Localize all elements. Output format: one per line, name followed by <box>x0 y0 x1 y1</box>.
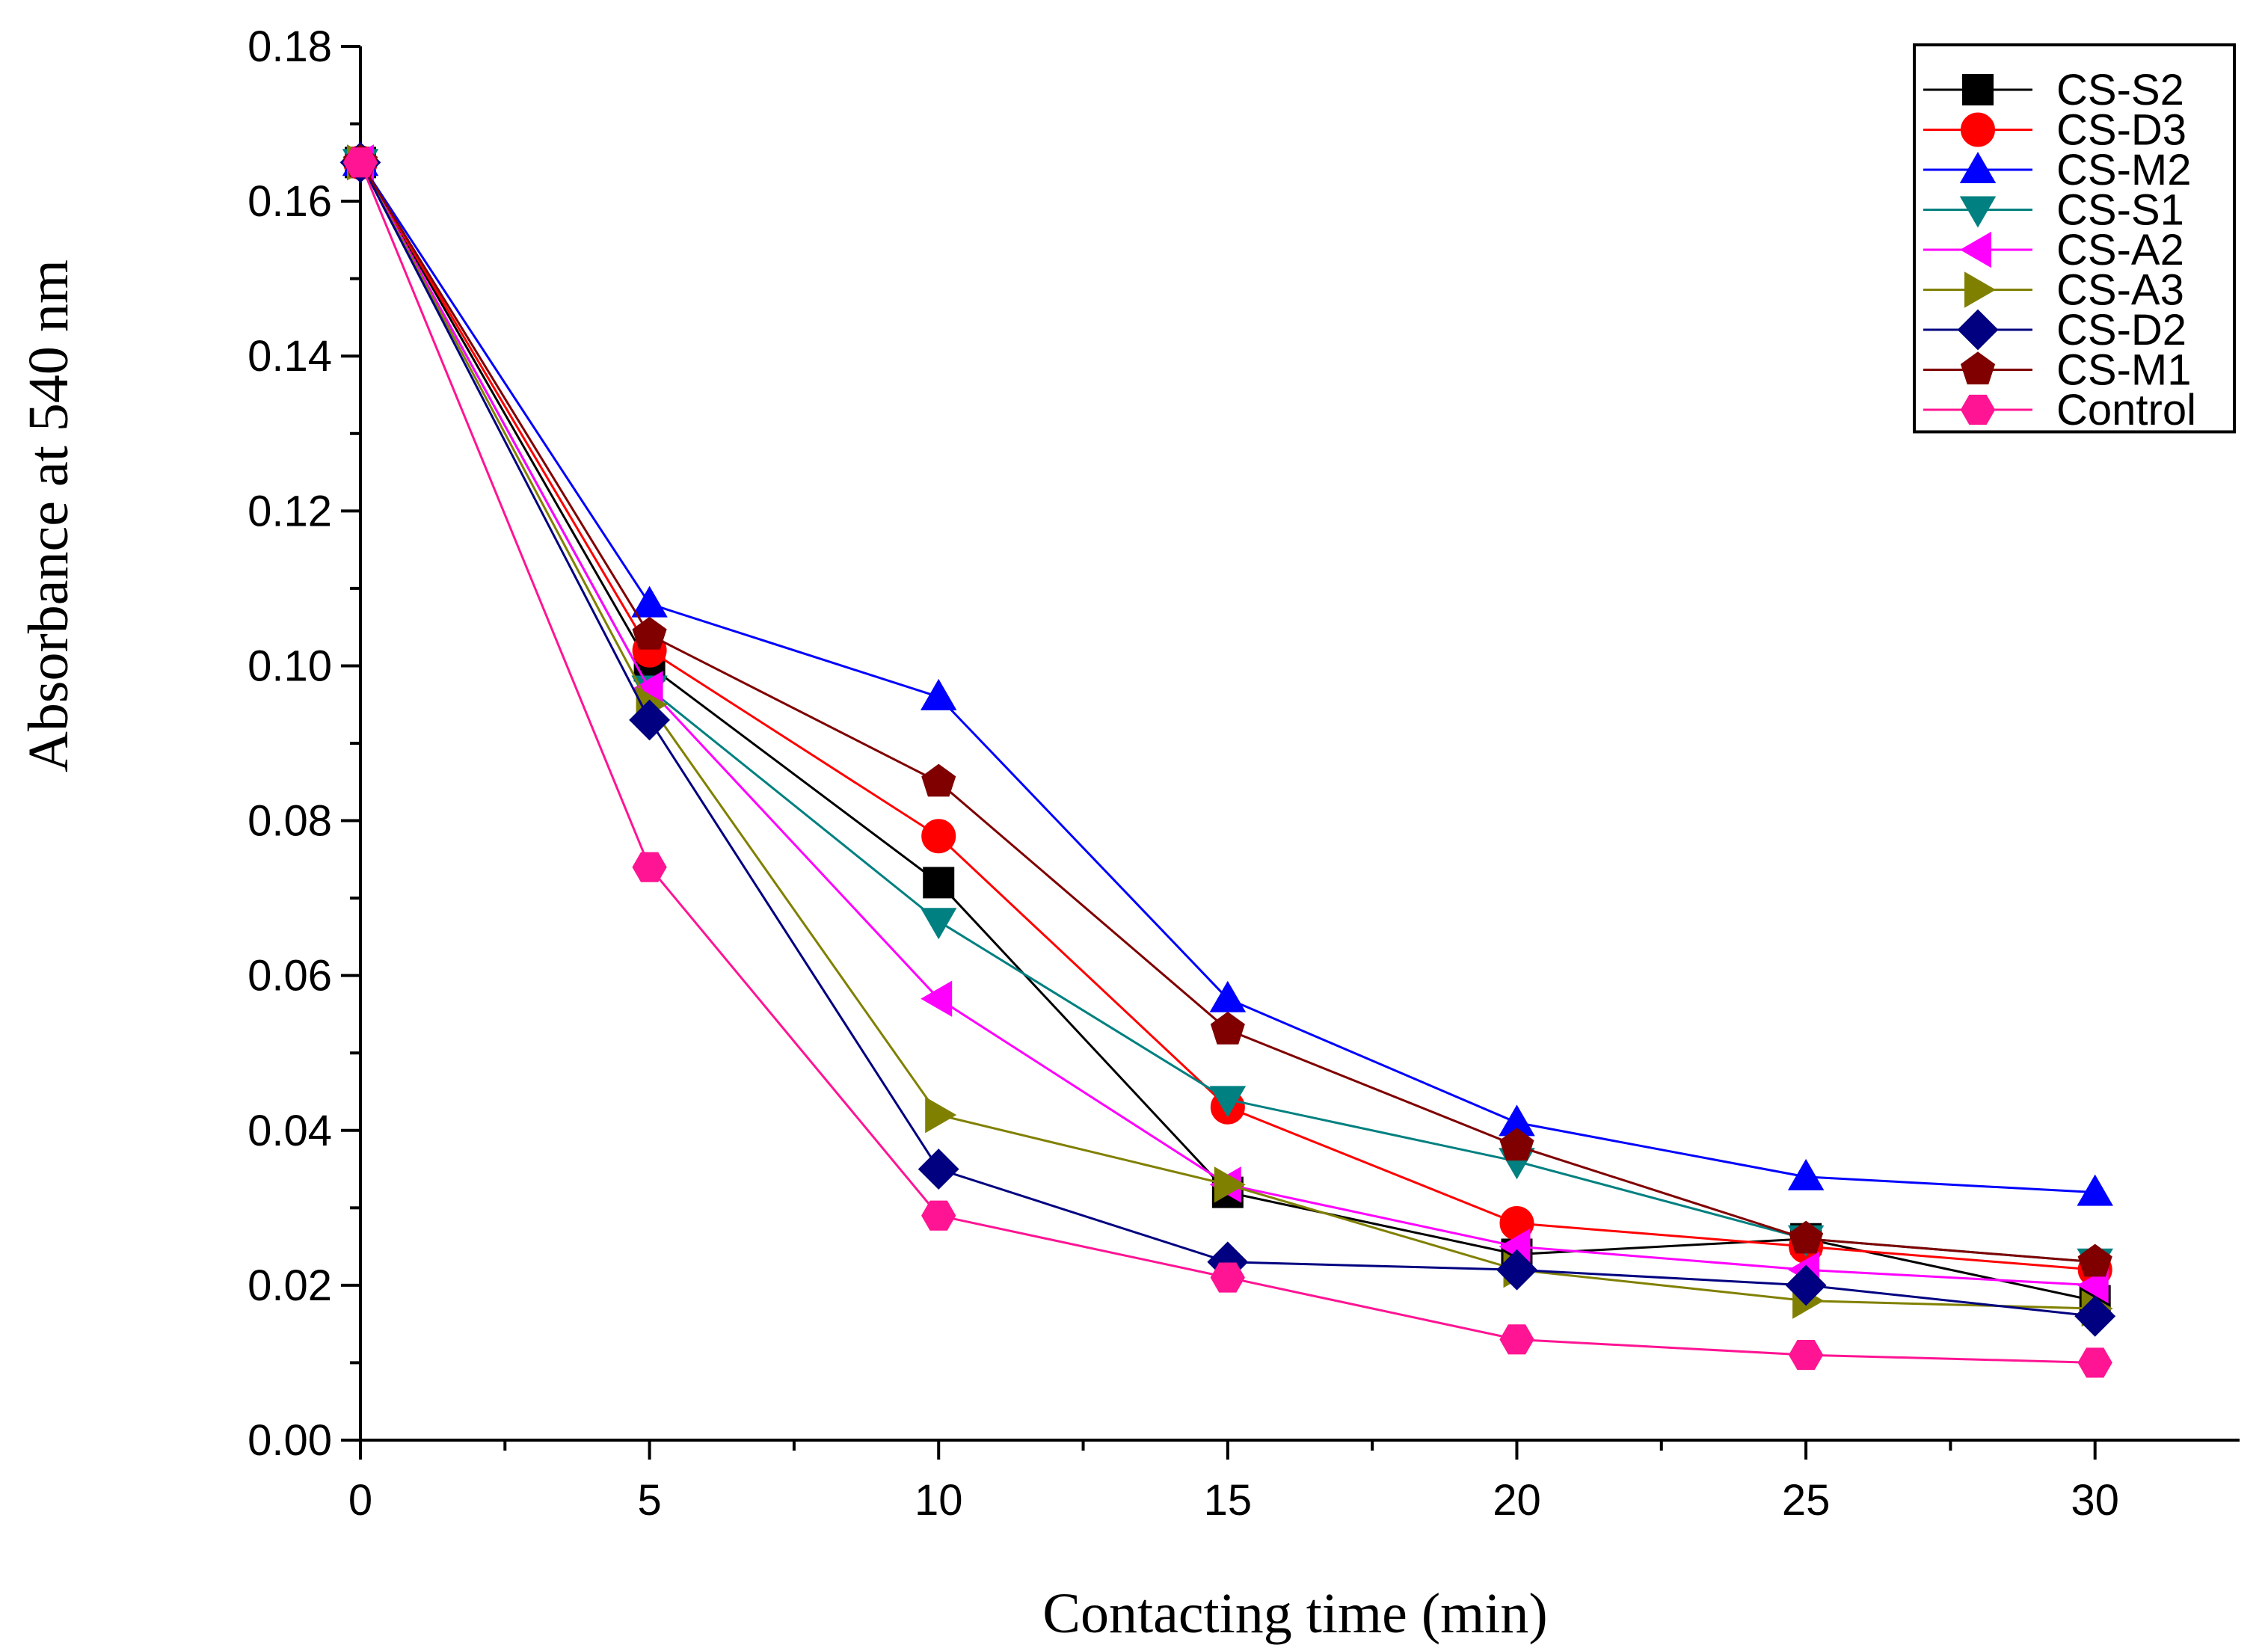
series-line <box>359 162 2095 1318</box>
series-cs-s1 <box>342 149 2113 1280</box>
data-point <box>1789 1220 1824 1254</box>
data-point <box>923 867 955 899</box>
legend-label: Control <box>2056 386 2196 434</box>
data-point <box>1499 1128 1534 1161</box>
legend-item: CS-M2 <box>1923 146 2191 194</box>
data-point <box>918 1149 959 1190</box>
data-point <box>1214 1166 1246 1203</box>
y-tick-label: 0.18 <box>248 22 332 71</box>
legend-marker <box>1959 231 1991 268</box>
x-tick-label: 15 <box>1204 1476 1253 1525</box>
legend-item: Control <box>1923 386 2196 434</box>
y-tick-label: 0.04 <box>248 1107 332 1155</box>
data-point <box>629 699 671 741</box>
x-tick-label: 30 <box>2071 1476 2119 1525</box>
legend-marker <box>1959 196 1997 228</box>
series-control <box>342 147 2112 1378</box>
legend-label: CS-S2 <box>2056 66 2184 114</box>
series-cs-d2 <box>339 141 2116 1337</box>
legend-marker <box>1959 151 1997 183</box>
y-tick-label: 0.16 <box>248 177 332 226</box>
data-point <box>632 852 667 882</box>
data-point <box>1210 1262 1245 1293</box>
data-point <box>921 980 953 1017</box>
legend-item: CS-M1 <box>1923 346 2191 395</box>
data-point <box>920 678 957 710</box>
series-group <box>339 141 2116 1378</box>
legend-marker <box>1960 394 1996 425</box>
legend-marker <box>1961 112 1995 147</box>
y-tick-label: 0.14 <box>248 332 332 381</box>
y-axis-title: Absorbance at 540 nm <box>17 259 80 772</box>
data-point <box>920 908 957 940</box>
data-point <box>1787 1158 1825 1190</box>
legend-item: CS-A2 <box>1923 226 2184 274</box>
data-point <box>342 147 378 178</box>
series-line <box>359 162 2096 1303</box>
data-point <box>1788 1340 1824 1371</box>
y-tick-label: 0.08 <box>248 797 332 846</box>
legend-label: CS-D2 <box>2056 306 2186 354</box>
legend: CS-S2CS-D3CS-M2CS-S1CS-A2CS-A3CS-D2CS-M1… <box>1913 43 2236 434</box>
data-point <box>1496 1249 1537 1291</box>
data-point <box>921 1200 956 1231</box>
data-point <box>2077 1347 2112 1378</box>
data-point <box>632 616 667 650</box>
legend-item: CS-S2 <box>1923 66 2184 114</box>
legend-item: CS-D2 <box>1923 306 2186 354</box>
data-point <box>2074 1295 2116 1337</box>
data-point <box>1210 1011 1245 1045</box>
axes: 0.00 0.02 0.04 0.06 0.08 0.10 0.12 0.14 0.16 0.18… <box>248 22 2240 1525</box>
legend-marker <box>1957 309 1999 351</box>
series-cs-s2 <box>345 147 2111 1317</box>
legend-label: CS-D3 <box>2056 106 2186 155</box>
legend-label: CS-M1 <box>2056 346 2191 395</box>
x-tick-label: 20 <box>1493 1476 1541 1525</box>
legend-label: CS-M2 <box>2056 146 2191 194</box>
data-point <box>631 585 668 618</box>
x-axis-title: Contacting time (min) <box>1042 1582 1547 1645</box>
series-cs-m2 <box>342 144 2113 1206</box>
y-tick-label: 0.00 <box>248 1416 332 1465</box>
x-tick-label: 0 <box>348 1476 372 1525</box>
y-tick-label: 0.12 <box>248 487 332 535</box>
data-point <box>2077 1267 2109 1304</box>
data-point <box>1785 1264 1827 1306</box>
legend-label: CS-S1 <box>2056 186 2184 235</box>
data-point <box>925 1096 957 1134</box>
data-point <box>2077 1243 2112 1277</box>
legend-item: CS-D3 <box>1923 106 2186 155</box>
x-tick-label: 25 <box>1782 1476 1831 1525</box>
data-point <box>921 763 956 797</box>
x-tick-label: 5 <box>637 1476 661 1525</box>
y-tick-label: 0.10 <box>248 642 332 690</box>
y-tick-label: 0.06 <box>248 952 332 1000</box>
data-point <box>1209 1086 1247 1118</box>
x-tick-label: 10 <box>915 1476 963 1525</box>
series-cs-a2 <box>342 144 2109 1304</box>
legend-label: CS-A2 <box>2056 226 2184 274</box>
y-tick-label: 0.02 <box>248 1261 332 1310</box>
legend-marker <box>1964 271 1997 308</box>
series-line <box>359 162 2095 1310</box>
legend-marker <box>1960 351 1996 385</box>
legend-label: CS-A3 <box>2056 266 2184 315</box>
data-point <box>2077 1174 2113 1206</box>
legend-item: CS-A3 <box>1923 266 2184 315</box>
legend-marker <box>1962 74 1994 105</box>
data-point <box>921 819 956 854</box>
data-point <box>1499 1324 1534 1355</box>
series-cs-a3 <box>347 144 2113 1327</box>
data-point <box>1209 980 1247 1012</box>
legend-item: CS-S1 <box>1923 186 2184 235</box>
